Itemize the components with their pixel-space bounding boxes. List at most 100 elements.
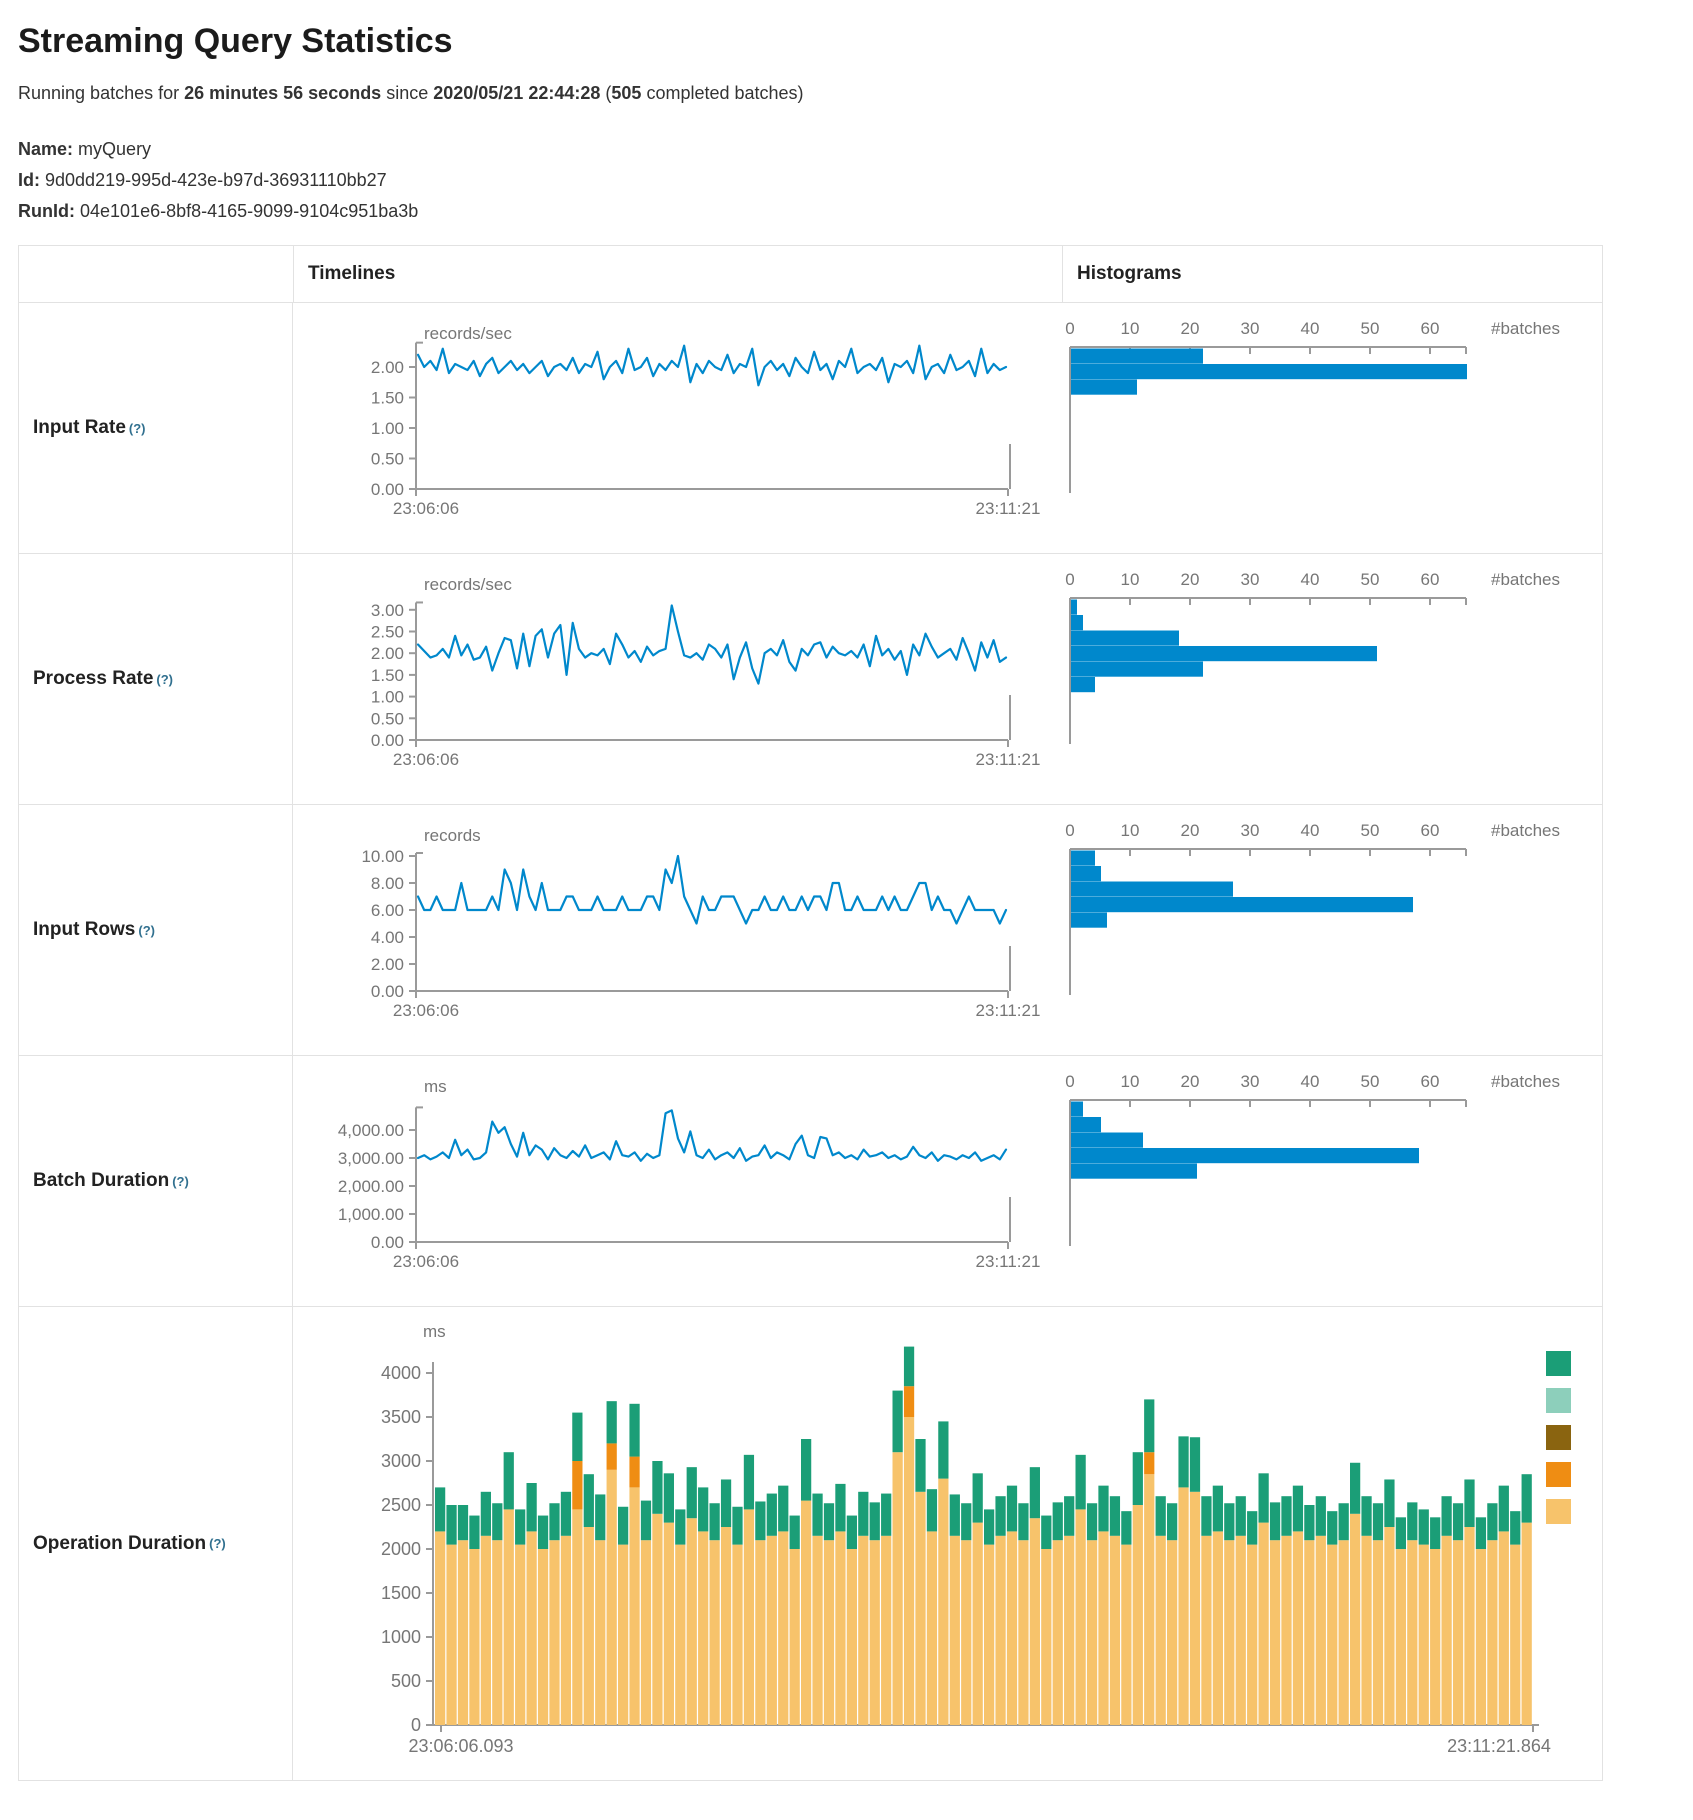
- svg-text:#batches: #batches: [1491, 570, 1560, 589]
- svg-text:30: 30: [1241, 1072, 1260, 1091]
- svg-text:3000: 3000: [381, 1451, 421, 1471]
- svg-text:2.00: 2.00: [371, 644, 404, 663]
- query-name-row: Name: myQuery: [18, 134, 1675, 165]
- svg-text:ms: ms: [423, 1322, 446, 1341]
- svg-text:10.00: 10.00: [361, 847, 404, 866]
- input-rate-row: Input Rate (?) records/sec 2.00 1.50 1.00 0.5…: [19, 303, 1602, 554]
- svg-text:1.50: 1.50: [371, 389, 404, 408]
- svg-text:0: 0: [411, 1715, 421, 1735]
- svg-text:0.50: 0.50: [371, 709, 404, 728]
- process-rate-charts: records/sec 3.00 2.50 2.00 1.50 1.00 0.50 0.00 2…: [293, 554, 1602, 804]
- legend-swatch-1: [1546, 1388, 1571, 1413]
- input-rows-row: Input Rows (?) records 10.00 8.00 6.00 4.00 2.…: [19, 805, 1602, 1056]
- svg-text:40: 40: [1301, 1072, 1320, 1091]
- runid-label: RunId:: [18, 201, 75, 221]
- operation-duration-row: Operation Duration (?) ms 4000 3500 3000 2500…: [19, 1307, 1602, 1780]
- svg-text:ms: ms: [424, 1077, 447, 1096]
- svg-text:4.00: 4.00: [371, 928, 404, 947]
- svg-text:#batches: #batches: [1491, 821, 1560, 840]
- svg-text:23:11:21.864: 23:11:21.864: [1447, 1736, 1551, 1756]
- svg-text:1500: 1500: [381, 1583, 421, 1603]
- operation-duration-stacked-chart: ms 4000 3500 3000 2500 2000 1500 1000 500 0 23:06:…: [293, 1307, 1602, 1785]
- query-runid-row: RunId: 04e101e6-8bf8-4165-9099-9104c951b…: [18, 196, 1675, 227]
- svg-text:50: 50: [1361, 319, 1380, 338]
- input-rate-charts: records/sec 2.00 1.50 1.00 0.50 0.00 23:06:06 2…: [293, 303, 1602, 553]
- svg-text:1000: 1000: [381, 1627, 421, 1647]
- svg-text:40: 40: [1301, 821, 1320, 840]
- svg-text:20: 20: [1181, 570, 1200, 589]
- batch-duration-charts: ms 4,000.00 3,000.00 2,000.00 1,000.00 0.00 23…: [293, 1056, 1602, 1306]
- svg-text:4000: 4000: [381, 1363, 421, 1383]
- batch-duration-label-cell: Batch Duration (?): [19, 1056, 293, 1306]
- svg-text:23:06:06.093: 23:06:06.093: [408, 1736, 513, 1756]
- svg-text:0: 0: [1065, 570, 1074, 589]
- svg-text:0: 0: [1065, 821, 1074, 840]
- svg-text:3.00: 3.00: [371, 601, 404, 620]
- query-id-row: Id: 9d0dd219-995d-423e-b97d-36931110bb27: [18, 165, 1675, 196]
- query-metadata: Name: myQuery Id: 9d0dd219-995d-423e-b97…: [18, 134, 1675, 227]
- svg-text:40: 40: [1301, 319, 1320, 338]
- id-value: 9d0dd219-995d-423e-b97d-36931110bb27: [45, 170, 387, 190]
- svg-text:10: 10: [1121, 1072, 1140, 1091]
- since-text: since: [381, 83, 434, 103]
- svg-text:500: 500: [391, 1671, 421, 1691]
- input-rate-timeline-and-histogram: records/sec 2.00 1.50 1.00 0.50 0.00 23:06:06 2…: [293, 303, 1602, 558]
- svg-text:0.00: 0.00: [371, 1233, 404, 1252]
- svg-text:40: 40: [1301, 570, 1320, 589]
- svg-text:30: 30: [1241, 570, 1260, 589]
- running-prefix: Running batches for: [18, 83, 185, 103]
- svg-text:2.00: 2.00: [371, 358, 404, 377]
- batch-duration-help-icon[interactable]: (?): [172, 1173, 189, 1189]
- svg-text:23:11:21: 23:11:21: [976, 750, 1041, 769]
- svg-text:1.50: 1.50: [371, 666, 404, 685]
- batch-duration-label: Batch Duration: [33, 1170, 170, 1191]
- svg-text:23:06:06: 23:06:06: [393, 499, 459, 518]
- running-batches-summary: Running batches for 26 minutes 56 second…: [18, 83, 1675, 104]
- completed-batches-count: 505: [611, 83, 642, 103]
- input-rows-svg: records 10.00 8.00 6.00 4.00 2.00 0.0023:06:06…: [361, 821, 1560, 1020]
- svg-text:60: 60: [1421, 1072, 1440, 1091]
- batch-duration-timeline-and-histogram: ms 4,000.00 3,000.00 2,000.00 1,000.00 0.00 23…: [293, 1056, 1602, 1311]
- svg-text:0.00: 0.00: [371, 480, 404, 499]
- svg-text:23:11:21: 23:11:21: [976, 499, 1041, 518]
- svg-text:records/sec: records/sec: [424, 324, 512, 343]
- operation-duration-help-icon[interactable]: (?): [209, 1536, 226, 1551]
- process-rate-help-icon[interactable]: (?): [156, 671, 174, 687]
- svg-text:10: 10: [1121, 570, 1140, 589]
- svg-text:6.00: 6.00: [371, 901, 404, 920]
- svg-text:30: 30: [1241, 821, 1260, 840]
- input-rate-label-cell: Input Rate (?): [19, 303, 293, 553]
- input-rows-charts: records 10.00 8.00 6.00 4.00 2.00 0.00 23:06:06…: [293, 805, 1602, 1055]
- svg-text:0.00: 0.00: [371, 731, 404, 750]
- svg-text:50: 50: [1361, 821, 1380, 840]
- svg-text:3,000.00: 3,000.00: [338, 1149, 404, 1168]
- process-rate-timeline-and-histogram: records/sec 3.00 2.50 2.00 1.50 1.00 0.50 0.00 2…: [293, 554, 1602, 809]
- svg-text:records: records: [424, 826, 481, 845]
- process-rate-svg: records/sec3.002.502.001.501.000.500.002…: [371, 570, 1560, 769]
- batch-duration-svg: ms4,000.003,000.002,000.001,000.000.0023…: [338, 1072, 1560, 1271]
- svg-text:23:11:21: 23:11:21: [976, 1001, 1041, 1020]
- batch-duration-row: Batch Duration (?) ms 4,000.00 3,000.00 2,00…: [19, 1056, 1602, 1307]
- legend-swatch-3: [1546, 1462, 1571, 1487]
- operation-duration-svg: ms 4000 3500 3000 2500 2000 1500 1000 500 023:06:…: [381, 1322, 1571, 1756]
- legend-swatch-4: [1546, 1499, 1571, 1524]
- svg-text:23:11:21: 23:11:21: [976, 1252, 1041, 1271]
- svg-text:0.50: 0.50: [371, 450, 404, 469]
- name-value: myQuery: [78, 139, 152, 159]
- input-rows-help-icon[interactable]: (?): [138, 922, 155, 938]
- input-rows-label-cell: Input Rows (?): [19, 805, 293, 1055]
- process-rate-label: Process Rate: [33, 668, 154, 689]
- svg-text:#batches: #batches: [1491, 319, 1560, 338]
- svg-text:30: 30: [1241, 319, 1260, 338]
- histograms-column-header: Histograms: [1077, 263, 1182, 284]
- id-label: Id:: [18, 170, 40, 190]
- svg-text:23:06:06: 23:06:06: [393, 1252, 459, 1271]
- svg-text:0.00: 0.00: [371, 982, 404, 1001]
- svg-text:8.00: 8.00: [371, 874, 404, 893]
- svg-text:2000: 2000: [381, 1539, 421, 1559]
- legend-swatch-2: [1546, 1425, 1571, 1450]
- svg-text:23:06:06: 23:06:06: [393, 1001, 459, 1020]
- header-empty-cell: [19, 246, 294, 302]
- input-rate-help-icon[interactable]: (?): [128, 420, 146, 436]
